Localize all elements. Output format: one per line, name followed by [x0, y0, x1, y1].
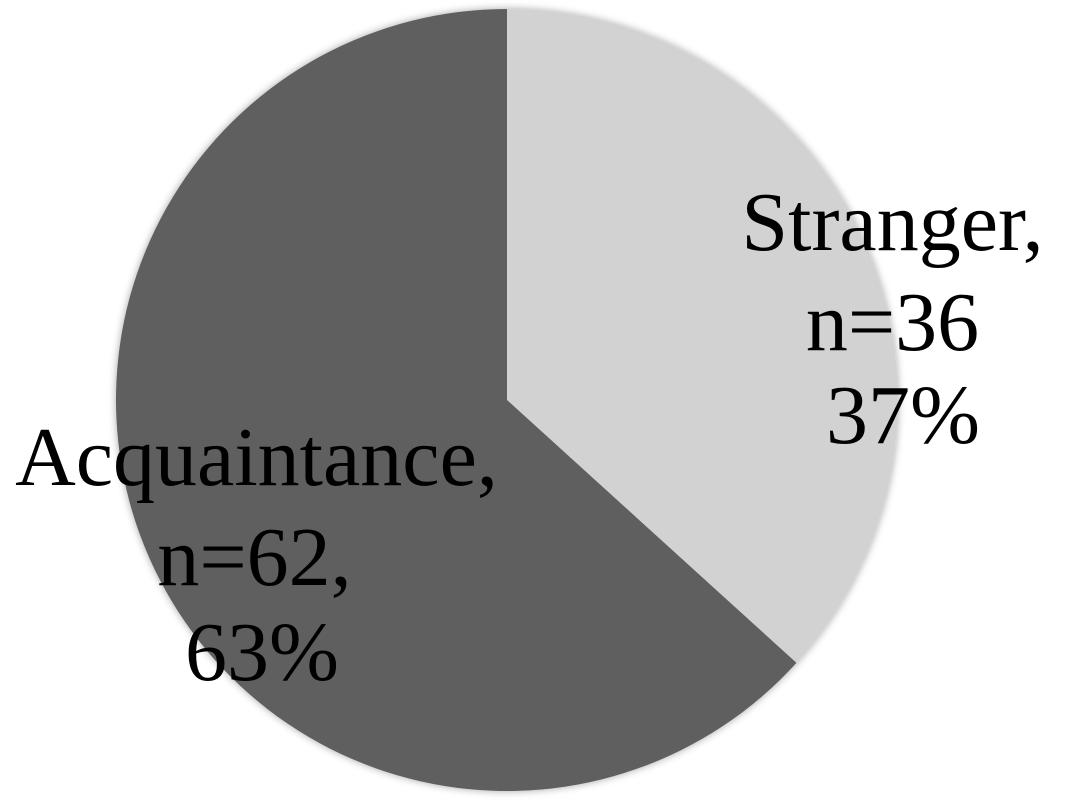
pie-slice-acquaintance — [116, 9, 797, 791]
slice-label-acquaintance-line-2: n=62, — [157, 511, 351, 604]
slice-label-stranger: Stranger, n=36 37% — [741, 176, 1064, 462]
pie-slices — [116, 9, 899, 791]
pie-slice-stranger — [507, 9, 899, 663]
slice-label-acquaintance-line-3: 63% — [185, 606, 339, 699]
slice-label-acquaintance-line-1: Acquaintance, — [15, 411, 498, 504]
slice-label-stranger-line-2: n=36 — [806, 276, 979, 369]
slice-label-stranger-line-3: 37% — [826, 369, 980, 462]
slice-label-acquaintance: Acquaintance, n=62, 63% — [15, 411, 519, 699]
slice-label-stranger-line-1: Stranger, — [741, 176, 1043, 269]
